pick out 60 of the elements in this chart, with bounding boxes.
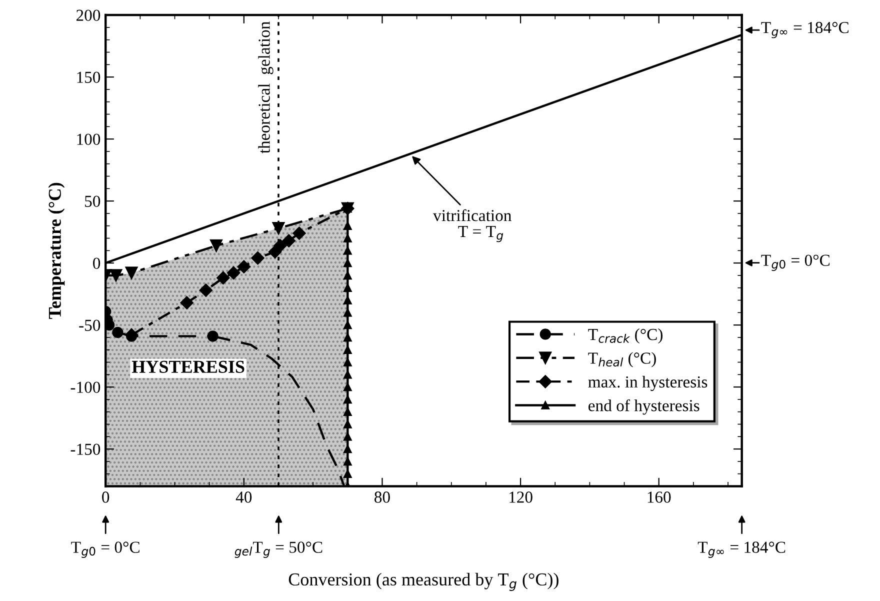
y-tick-label: 50 [85, 196, 100, 207]
legend-label: T$_{heal}$ (°C) [588, 352, 656, 368]
legend-label: end of hysteresis [588, 399, 700, 415]
point [343, 395, 352, 404]
point [343, 382, 352, 392]
legend-label: max. in hysteresis [588, 376, 708, 392]
point [343, 258, 352, 268]
y-tick-label: 150 [77, 72, 100, 83]
point [282, 234, 296, 248]
annotation: HYSTERESIS [132, 360, 244, 373]
legend-label: T$_{crack}$ (°C) [588, 328, 662, 344]
text: T$_{g∞}$ = 184°C [761, 22, 848, 38]
point [343, 271, 352, 280]
point [226, 266, 240, 280]
point [292, 226, 306, 240]
point [251, 251, 264, 265]
text: $_{gel}$T$_{g}$ = 50°C [234, 542, 322, 558]
x-tick-label: 0 [102, 492, 110, 503]
x-tick-label: 80 [374, 492, 390, 503]
y-tick-label: 200 [76, 10, 100, 21]
point [210, 239, 222, 252]
point [106, 319, 115, 331]
x-tick-label: 120 [510, 492, 532, 503]
point [343, 358, 352, 366]
point [343, 234, 352, 242]
y-tick-label: -50 [79, 320, 100, 331]
point [343, 222, 352, 230]
point [343, 320, 352, 330]
point [343, 346, 352, 354]
point [124, 328, 138, 342]
point [343, 408, 352, 416]
point [343, 444, 352, 454]
ref-line-label: theoretical gelation [258, 21, 274, 154]
y-axis-title: Temperature (°C) [48, 182, 65, 319]
text: T$_{g0}$ = 0°C [761, 254, 830, 271]
point [272, 222, 285, 235]
text: T$_{g∞}$ = 184°C [698, 542, 786, 558]
x-tick-label: 160 [648, 492, 671, 503]
point [343, 296, 352, 304]
annotation: vitrification [433, 209, 512, 222]
y-tick-label: -150 [70, 444, 100, 455]
x-axis-title: Conversion (as measured by T$_{g}$ (°C)) [288, 572, 558, 591]
point [343, 457, 352, 466]
point [199, 284, 212, 297]
point [216, 271, 230, 284]
y-tick-label: -100 [70, 382, 100, 393]
point [343, 333, 352, 342]
y-tick-label: 0 [93, 258, 100, 269]
text: T$_{g0}$ = 0°C [71, 542, 140, 558]
point [274, 239, 287, 252]
x-tick-label: 40 [236, 492, 252, 503]
point [343, 470, 352, 478]
point [343, 284, 352, 292]
point [343, 420, 352, 428]
y-tick-label: 100 [77, 134, 100, 145]
point [125, 266, 138, 280]
point [237, 260, 250, 274]
point [180, 296, 194, 310]
annotation: T = T$_{g}$ [458, 226, 504, 242]
point [110, 269, 122, 282]
